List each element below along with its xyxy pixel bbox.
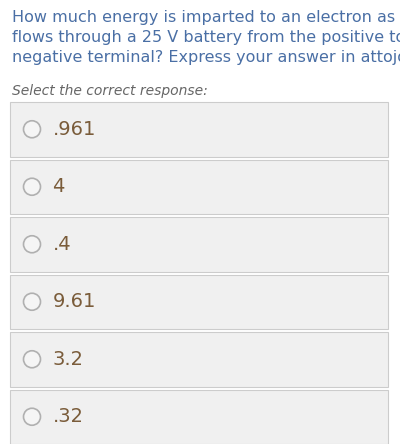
- Text: negative terminal? Express your answer in attojoules.: negative terminal? Express your answer i…: [12, 50, 400, 65]
- FancyBboxPatch shape: [10, 217, 388, 271]
- Text: flows through a 25 V battery from the positive to the: flows through a 25 V battery from the po…: [12, 30, 400, 45]
- Circle shape: [24, 178, 40, 195]
- Text: .4: .4: [52, 235, 71, 254]
- Circle shape: [24, 121, 40, 138]
- Text: 3.2: 3.2: [52, 350, 84, 369]
- FancyBboxPatch shape: [10, 274, 388, 329]
- Circle shape: [24, 236, 40, 253]
- Circle shape: [24, 293, 40, 310]
- Text: 9.61: 9.61: [52, 292, 96, 311]
- Text: 4: 4: [52, 177, 65, 196]
- FancyBboxPatch shape: [10, 159, 388, 214]
- Circle shape: [24, 408, 40, 425]
- Text: Select the correct response:: Select the correct response:: [12, 84, 208, 98]
- FancyBboxPatch shape: [10, 389, 388, 444]
- FancyBboxPatch shape: [10, 332, 388, 386]
- Text: .961: .961: [52, 120, 96, 139]
- FancyBboxPatch shape: [10, 102, 388, 156]
- Text: .32: .32: [52, 407, 84, 426]
- Circle shape: [24, 351, 40, 368]
- Text: How much energy is imparted to an electron as it: How much energy is imparted to an electr…: [12, 10, 400, 25]
